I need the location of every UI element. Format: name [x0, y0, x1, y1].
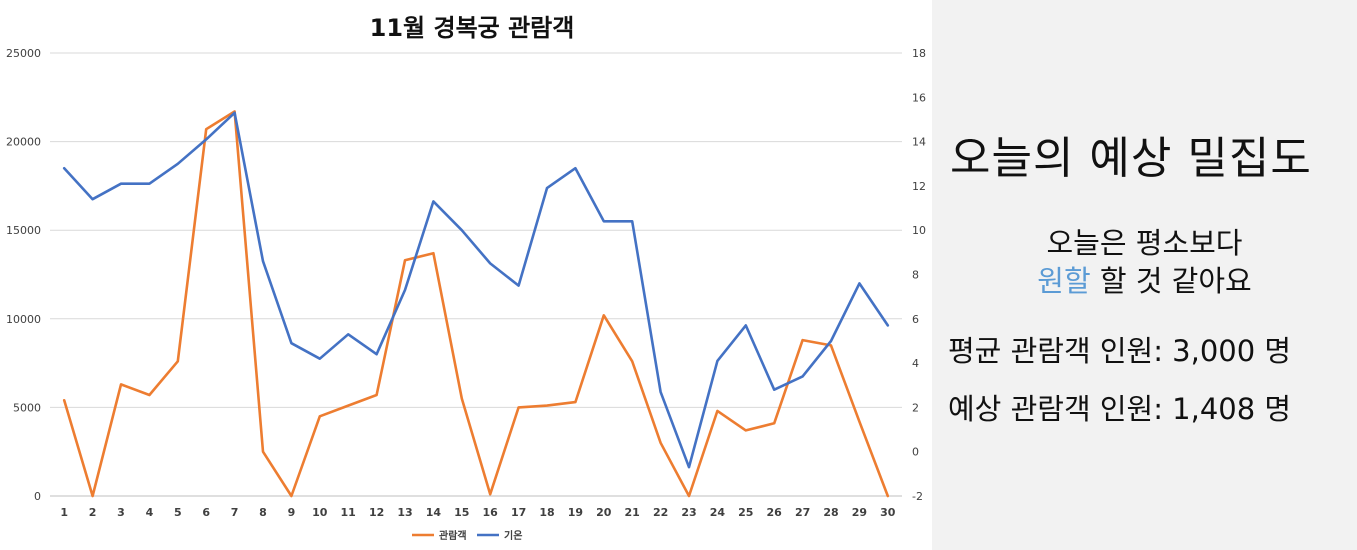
x-tick-label: 23: [681, 506, 696, 519]
grid-layer: [50, 52, 902, 497]
y-left-tick-label: 10000: [6, 313, 41, 326]
x-tick-label: 30: [880, 506, 896, 519]
x-tick-label: 7: [231, 506, 239, 519]
crowd-forecast-title: 오늘의 예상 밀집도: [950, 133, 1312, 184]
left-axis: 0 5000 10000 15000 20000 25000: [6, 47, 41, 503]
x-tick-label: 27: [795, 506, 810, 519]
y-left-tick-label: 0: [34, 490, 41, 503]
y-right-tick-label: 12: [912, 180, 926, 193]
x-tick-label: 16: [483, 506, 499, 519]
x-tick-label: 12: [369, 506, 384, 519]
expected-visitors: 예상 관람객 인원: 1,408 명: [948, 392, 1292, 426]
x-tick-label: 20: [596, 506, 612, 519]
x-tick-label: 15: [454, 506, 469, 519]
x-tick-label: 13: [397, 506, 412, 519]
x-tick-label: 3: [117, 506, 125, 519]
y-right-tick-label: 4: [912, 357, 919, 370]
y-left-tick-label: 20000: [6, 136, 41, 149]
x-axis: 1 2 3 4 5 6 7 8 9 10 11 12 13 14 15 16 17 18 19 20 21 22 23 24 2…: [60, 506, 895, 519]
y-right-tick-label: 14: [912, 136, 926, 149]
x-tick-label: 11: [341, 506, 356, 519]
y-left-tick-label: 5000: [13, 401, 41, 414]
x-tick-label: 25: [738, 506, 753, 519]
x-tick-label: 17: [511, 506, 526, 519]
y-right-tick-label: 0: [912, 446, 919, 459]
x-tick-label: 6: [202, 506, 210, 519]
y-left-tick-label: 15000: [6, 224, 41, 237]
x-tick-label: 21: [625, 506, 640, 519]
forecast-level: 원할: [1037, 264, 1091, 298]
series-line-visitors: [62, 110, 890, 498]
y-right-tick-label: 10: [912, 224, 926, 237]
side-panel: 오늘의 예상 밀집도 오늘은 평소보다 원할 할 것 같아요 평균 관람객 인원…: [932, 0, 1357, 550]
x-tick-label: 8: [259, 506, 267, 519]
average-visitors: 평균 관람객 인원: 3,000 명: [948, 334, 1292, 368]
y-right-tick-label: 16: [912, 91, 926, 104]
x-tick-label: 1: [60, 506, 68, 519]
x-tick-label: 22: [653, 506, 668, 519]
x-tick-label: 19: [568, 506, 583, 519]
series-line-temperature: [62, 111, 890, 469]
chart-title: 11월 경복궁 관람객: [370, 14, 575, 42]
x-tick-label: 4: [146, 506, 154, 519]
x-tick-label: 28: [823, 506, 838, 519]
series-layer: [62, 110, 890, 498]
x-tick-label: 2: [89, 506, 97, 519]
right-axis: -2 0 2 4 6 8 10 12 14 16 18: [912, 47, 926, 503]
forecast-message-suffix: 할 것 같아요: [1090, 264, 1252, 298]
y-left-tick-label: 25000: [6, 47, 41, 60]
legend: 관람객 기온: [412, 529, 522, 542]
x-tick-label: 14: [426, 506, 442, 519]
y-right-tick-label: 18: [912, 47, 926, 60]
y-right-tick-label: 8: [912, 269, 919, 282]
legend-label: 관람객: [439, 529, 467, 542]
x-tick-label: 9: [288, 506, 296, 519]
forecast-message-line1: 오늘은 평소보다: [1046, 226, 1243, 260]
x-tick-label: 18: [539, 506, 554, 519]
x-tick-label: 10: [312, 506, 328, 519]
y-right-tick-label: 2: [912, 401, 919, 414]
y-right-tick-label: -2: [912, 490, 923, 503]
x-tick-label: 26: [767, 506, 783, 519]
x-tick-label: 5: [174, 506, 182, 519]
x-tick-label: 24: [710, 506, 726, 519]
legend-label: 기온: [504, 529, 522, 542]
y-right-tick-label: 6: [912, 313, 919, 326]
chart-panel: 0 5000 10000 15000 20000 25000 -2 0 2 4 6 8 10 12 14 1…: [0, 0, 932, 550]
x-tick-label: 29: [852, 506, 867, 519]
forecast-message-line2: 원할 할 것 같아요: [932, 258, 1357, 300]
